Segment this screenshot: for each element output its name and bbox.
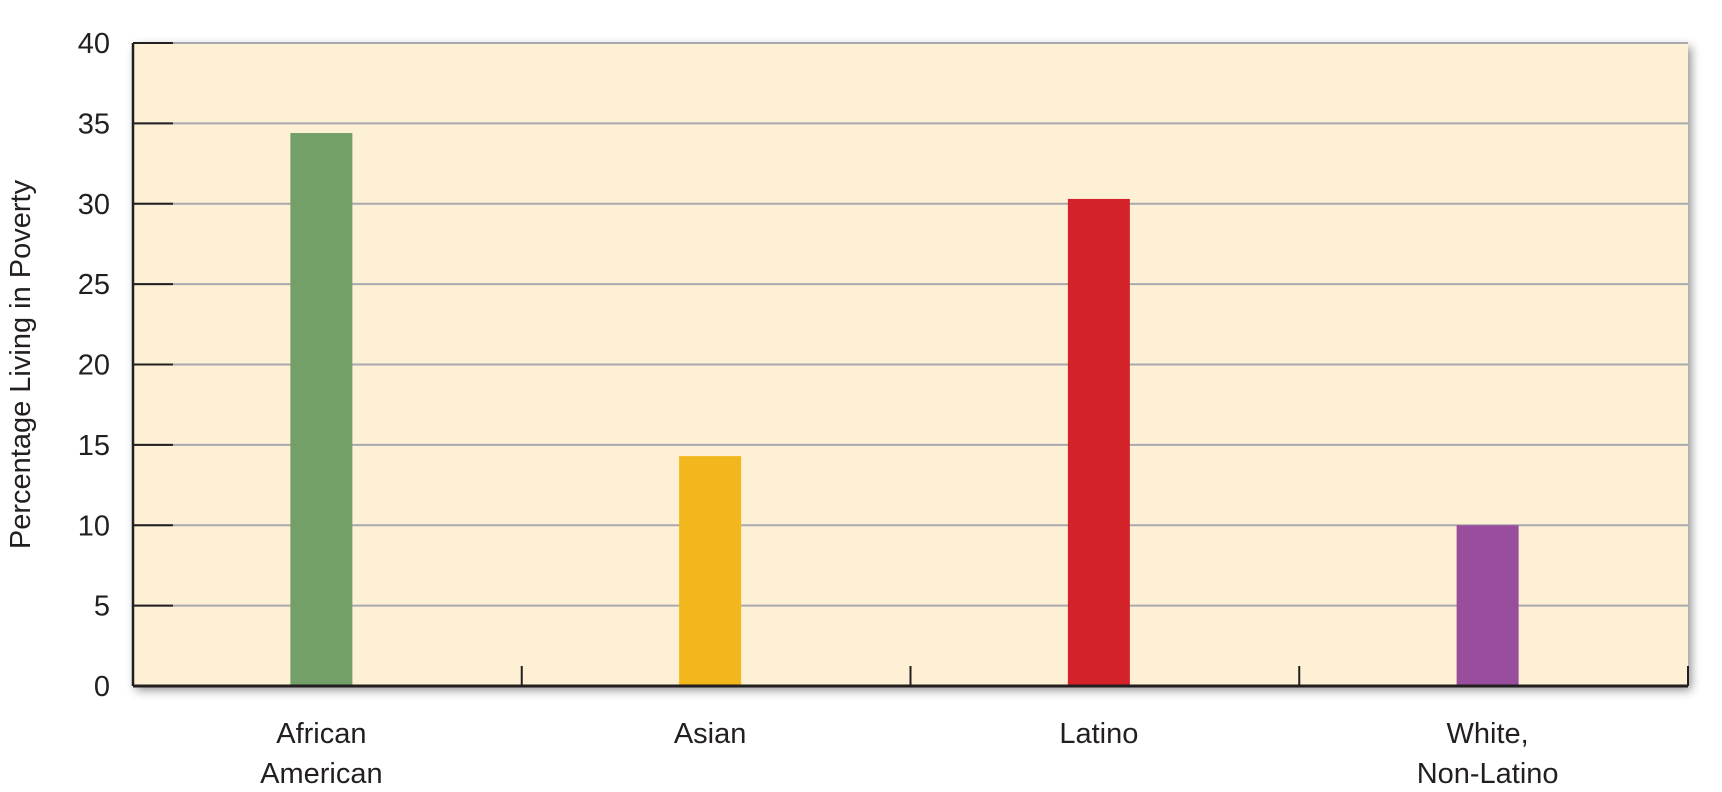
bar-0 [290, 133, 353, 686]
x-tick-label: Latino [1059, 718, 1138, 750]
axes [131, 42, 1689, 688]
y-tick-label: 35 [78, 108, 110, 140]
bar-2 [1067, 198, 1130, 687]
y-tick-label: 15 [78, 430, 110, 462]
x-tick-label-line: White, [1447, 718, 1529, 750]
bar-1 [679, 456, 742, 686]
x-tick-label: Asian [674, 718, 747, 750]
x-tick-label: African American [260, 718, 383, 787]
x-tick-label-line: American [260, 758, 383, 787]
x-tick-label-line: Latino [1059, 718, 1138, 750]
x-tick-label-line: Asian [674, 718, 747, 750]
y-tick-label: 20 [78, 350, 110, 382]
x-tick-label-line: African [276, 718, 366, 750]
y-tick-label: 10 [78, 510, 110, 542]
y-tick-label: 40 [78, 28, 110, 60]
y-tick-label: 25 [78, 269, 110, 301]
bars [290, 133, 1519, 687]
bar-3 [1456, 525, 1519, 686]
x-tick-label-line: Non-Latino [1417, 758, 1559, 787]
y-tick-label: 5 [94, 591, 110, 623]
gridlines [133, 42, 1688, 607]
y-tick-label: 0 [94, 671, 110, 703]
y-tick-label: 30 [78, 189, 110, 221]
y-axis-label: Percentage Living in Poverty [5, 179, 37, 549]
tick-labels: 0 5 10 15 20 25 30 35 40 African American Asian Lati… [78, 28, 1559, 790]
x-tick-label: White, Non-Latino [1417, 718, 1559, 787]
